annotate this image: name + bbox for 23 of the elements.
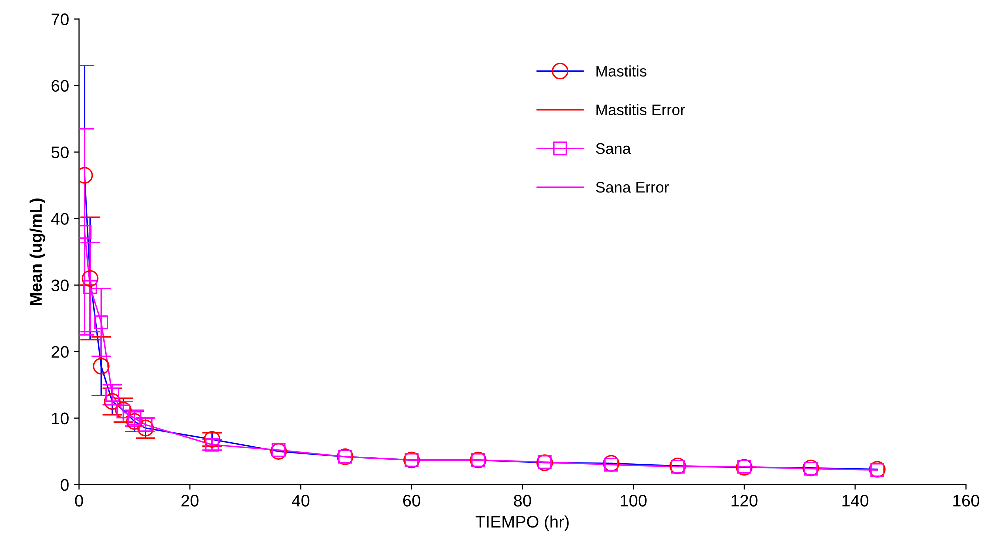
x-tick-label: 40	[292, 495, 310, 507]
x-tick-label: 20	[182, 495, 199, 507]
y-tick-label: 40	[51, 213, 69, 226]
y-tick-label: 50	[52, 146, 69, 159]
legend-label: Mastitis	[596, 66, 647, 77]
annotation: Sana Error	[596, 182, 670, 193]
x-tick-label: 60	[403, 495, 421, 507]
y-tick-label: 70	[52, 14, 69, 26]
y-tick-label: 30	[52, 280, 69, 292]
y-tick-label: 10	[52, 412, 69, 425]
x-tick-label: 100	[620, 495, 647, 507]
x-tick-label: 140	[842, 495, 869, 507]
y-tick-label: 60	[52, 80, 69, 92]
annotation: Mastitis Error	[596, 104, 686, 116]
legend-label: Sana	[596, 143, 632, 154]
x-tick-label: 0	[75, 495, 84, 507]
y-tick-label: 0	[60, 479, 69, 492]
x-tick-label: 160	[954, 495, 980, 507]
x-tick-label: 120	[732, 495, 758, 507]
x-axis-title: TIEMPO (hr)	[476, 516, 569, 532]
y-axis-title: Mean (ug/mL)	[30, 198, 46, 306]
y-tick-label: 20	[52, 346, 69, 358]
x-tick-label: 80	[514, 495, 532, 507]
